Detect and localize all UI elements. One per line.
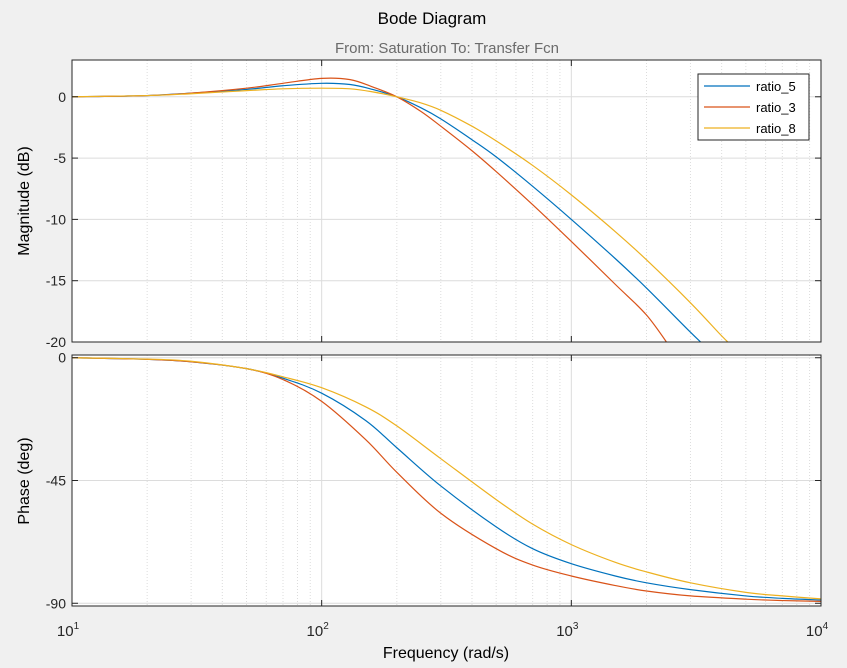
y-tick-label: 0	[58, 89, 66, 105]
magnitude-y-ticks: 0 -5 -10 -15 -20	[46, 89, 821, 350]
phase-line-ratio_8	[72, 357, 821, 600]
x-tick-label: 102	[307, 621, 330, 640]
magnitude-axes-area	[72, 60, 821, 342]
magnitude-line-ratio_3	[72, 77, 668, 342]
magnitude-y-axis-label: Magnitude (dB)	[16, 146, 33, 255]
frequency-x-ticks: 101 102 103 104	[57, 60, 829, 640]
x-axis-label: Frequency (rad/s)	[383, 645, 509, 662]
y-tick-label: 0	[58, 350, 66, 366]
y-tick-label: -90	[46, 595, 66, 611]
phase-y-ticks: 0 -45 -90	[46, 350, 821, 611]
magnitude-minor-grid	[146, 60, 811, 342]
y-tick-label: -5	[54, 150, 67, 166]
legend-label-ratio_5: ratio_5	[756, 79, 796, 94]
y-tick-label: -10	[46, 211, 66, 227]
x-tick-label: 101	[57, 621, 80, 640]
phase-panel: 0 -45 -90	[46, 350, 822, 611]
chart-title: Bode Diagram	[378, 9, 487, 28]
phase-lines	[72, 357, 821, 602]
y-tick-label: -20	[46, 334, 66, 350]
y-tick-label: -45	[46, 473, 66, 489]
chart-subtitle: From: Saturation To: Transfer Fcn	[335, 40, 559, 57]
y-tick-label: -15	[46, 273, 66, 289]
legend-label-ratio_8: ratio_8	[756, 121, 796, 136]
magnitude-panel: 0 -5 -10 -15 -20 ratio_5 ratio_3 ratio_8	[46, 59, 822, 350]
x-tick-label: 104	[806, 621, 829, 640]
magnitude-axes-frame	[71, 59, 822, 343]
phase-y-axis-label: Phase (deg)	[16, 437, 33, 524]
magnitude-lines	[72, 77, 729, 342]
phase-axes-frame	[71, 354, 822, 607]
legend[interactable]: ratio_5 ratio_3 ratio_8	[697, 73, 810, 141]
magnitude-line-ratio_5	[72, 82, 702, 342]
x-tick-label: 103	[556, 621, 579, 640]
legend-label-ratio_3: ratio_3	[756, 100, 796, 115]
magnitude-line-ratio_8	[72, 87, 729, 342]
